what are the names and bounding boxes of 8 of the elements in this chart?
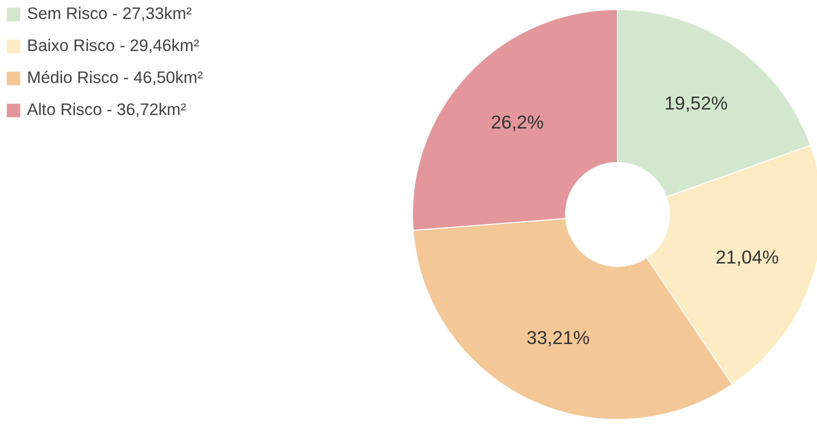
data-label: 33,21% [526,326,590,348]
data-label: 21,04% [716,246,779,268]
legend-label: Alto Risco - 36,72km² [27,100,186,120]
legend-label: Médio Risco - 46,50km² [27,68,203,88]
legend-label: Baixo Risco - 29,46km² [27,36,200,56]
data-label: 26,2% [490,111,544,132]
data-label: 19,52% [664,92,728,114]
legend-label: Sem Risco - 27,33km² [27,4,192,24]
